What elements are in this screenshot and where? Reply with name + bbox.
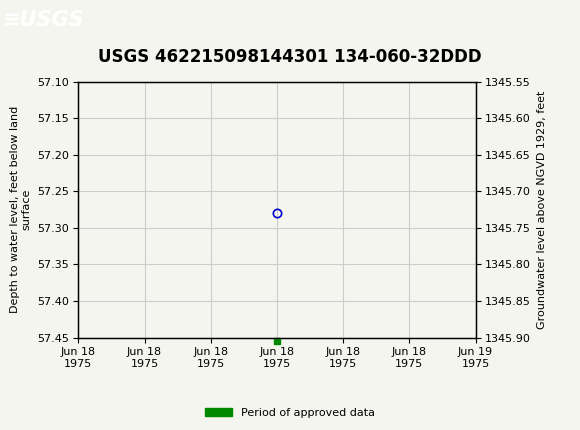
Text: USGS 462215098144301 134-060-32DDD: USGS 462215098144301 134-060-32DDD [98,48,482,66]
Legend: Period of approved data: Period of approved data [200,403,380,422]
Y-axis label: Depth to water level, feet below land
surface: Depth to water level, feet below land su… [9,106,31,313]
Y-axis label: Groundwater level above NGVD 1929, feet: Groundwater level above NGVD 1929, feet [536,90,547,329]
Text: ≡USGS: ≡USGS [3,10,85,31]
